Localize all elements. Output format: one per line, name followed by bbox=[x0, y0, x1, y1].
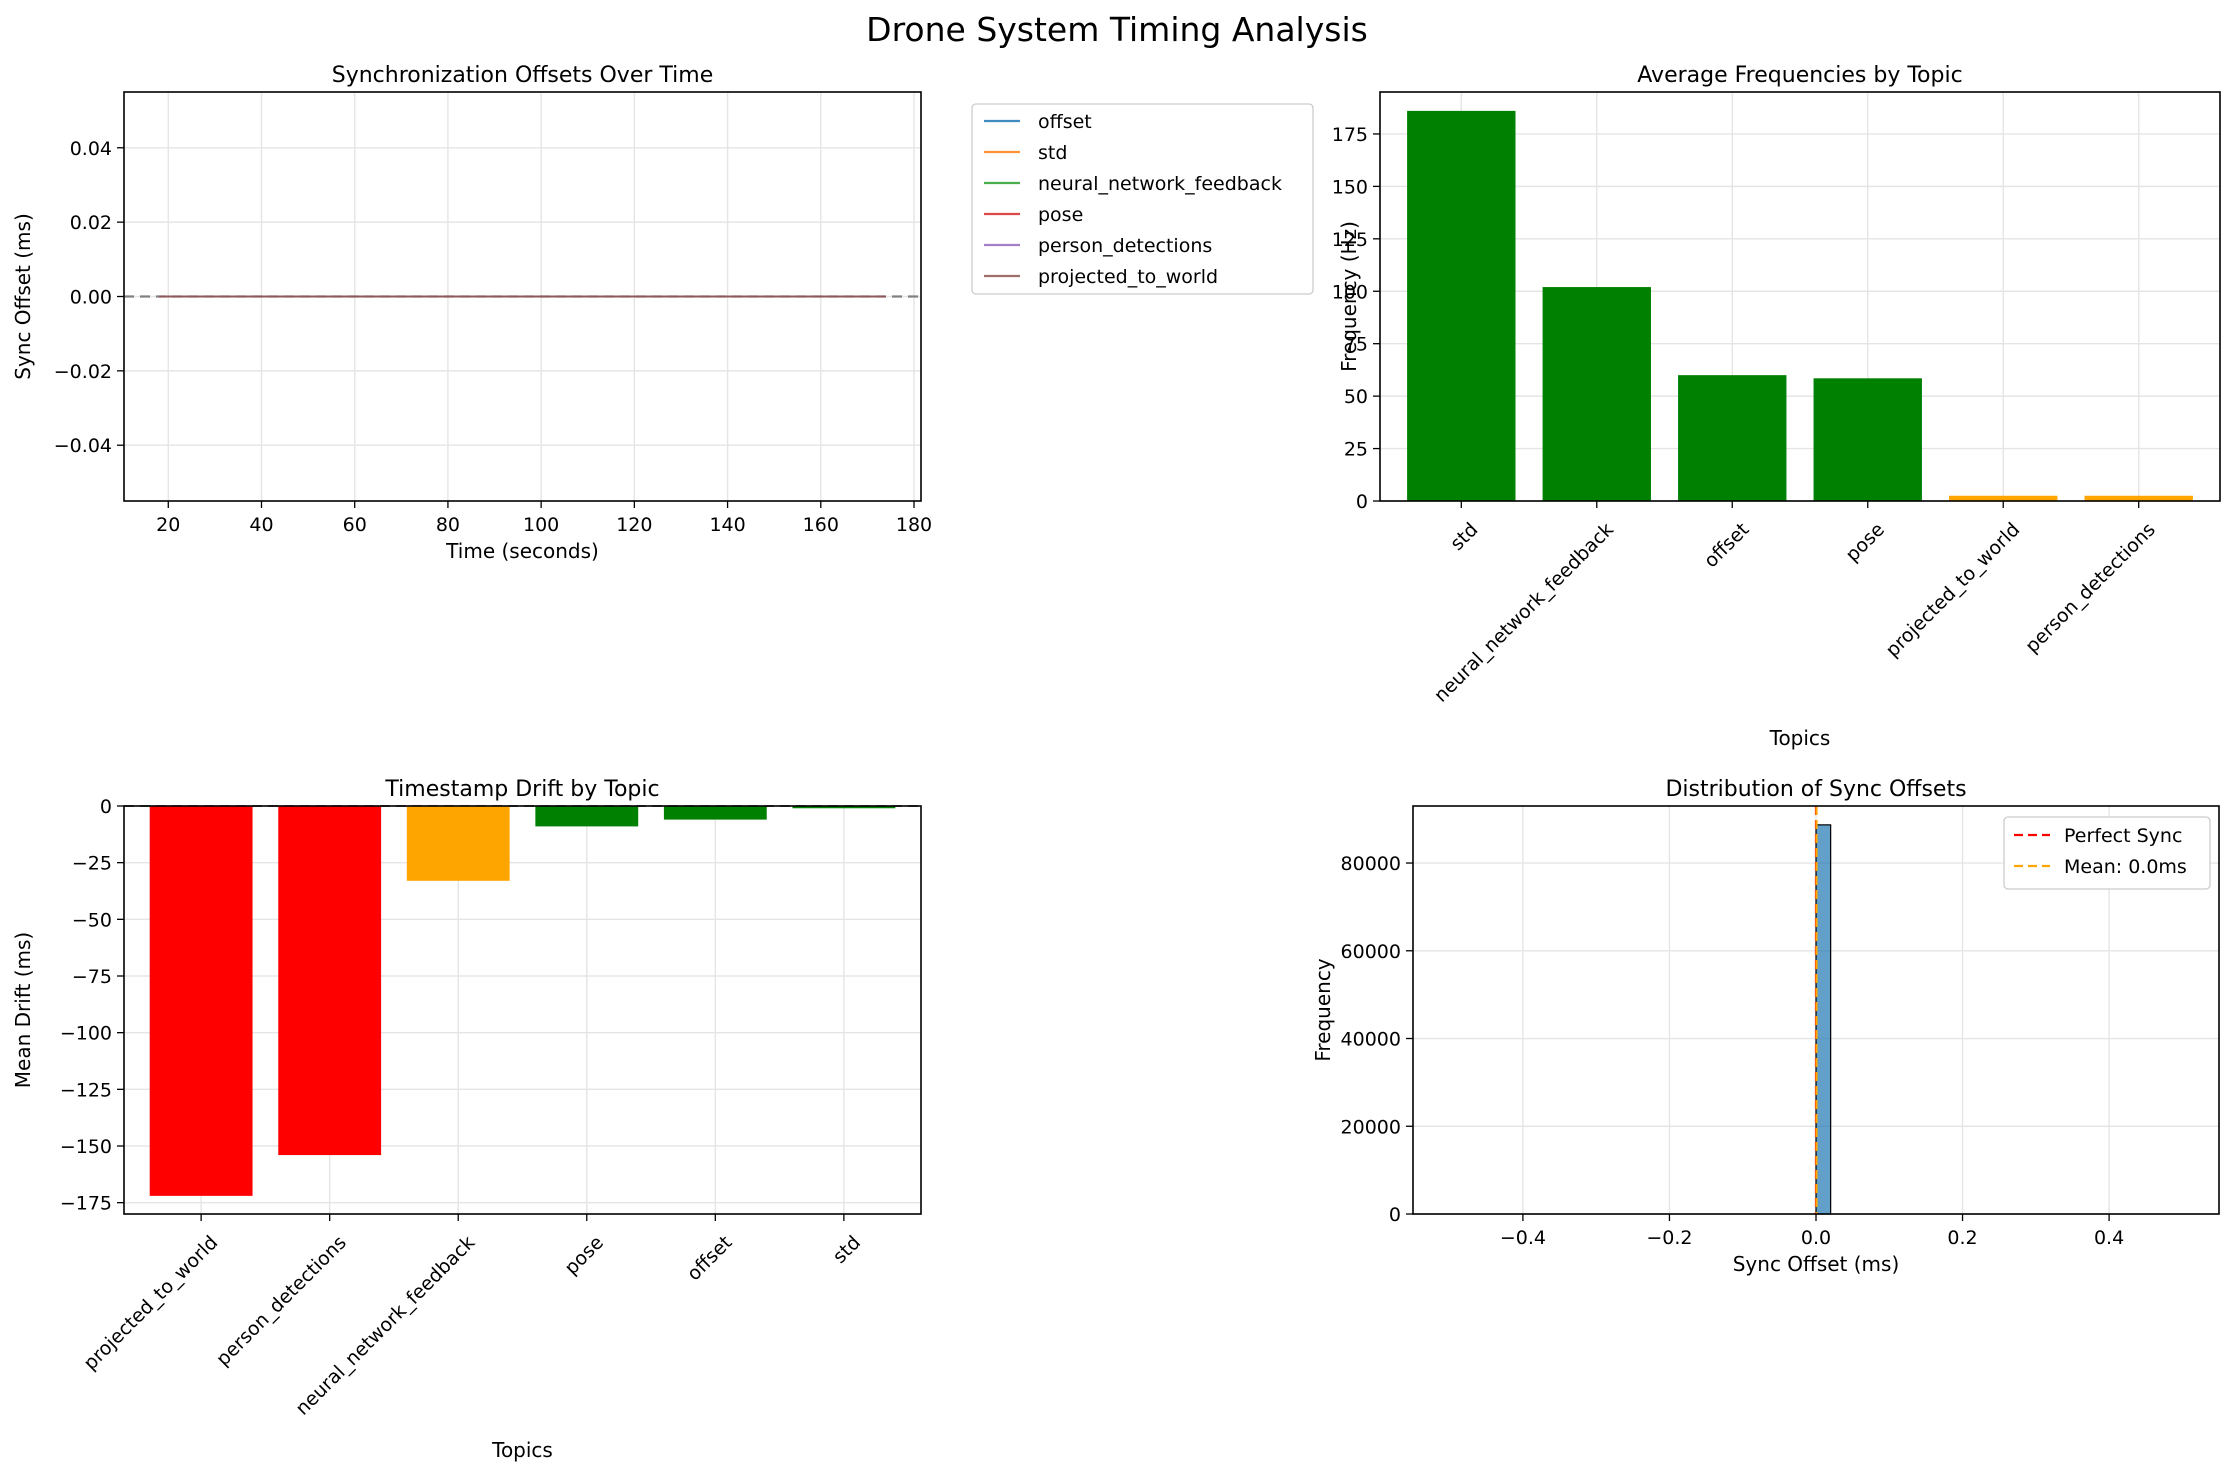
x-tick-label: 160 bbox=[803, 514, 839, 536]
chart-title: Timestamp Drift by Topic bbox=[384, 777, 659, 802]
y-tick-label: −75 bbox=[72, 966, 112, 988]
legend-label: Perfect Sync bbox=[2064, 825, 2182, 847]
legend-box bbox=[2003, 816, 2211, 890]
bar bbox=[1678, 375, 1787, 501]
x-tick-label: 100 bbox=[523, 514, 559, 536]
histogram-bin bbox=[1815, 824, 1832, 1215]
legend-label: neural_network_feedback bbox=[1038, 173, 1282, 195]
axes-frame bbox=[123, 91, 922, 502]
y-tick-label: 75 bbox=[1344, 334, 1368, 356]
bar bbox=[1407, 110, 1516, 501]
y-tick-label: 100 bbox=[1332, 281, 1368, 303]
x-tick-label: 0.4 bbox=[2094, 1227, 2124, 1249]
legend-label: person_detections bbox=[1038, 235, 1212, 257]
y-tick-label: 0 bbox=[100, 796, 112, 818]
bar bbox=[2084, 495, 2193, 501]
x-tick-label: 0.2 bbox=[1947, 1227, 1977, 1249]
bar bbox=[1542, 287, 1651, 501]
bar bbox=[663, 806, 767, 820]
y-tick-label: 150 bbox=[1332, 176, 1368, 198]
bar bbox=[1949, 495, 2058, 501]
x-tick-label: −0.4 bbox=[1500, 1227, 1546, 1249]
bar bbox=[792, 806, 896, 809]
legend-box bbox=[971, 103, 1314, 295]
y-axis-label: Frequency bbox=[1311, 958, 1335, 1061]
y-tick-label: 40000 bbox=[1341, 1029, 1401, 1051]
bar bbox=[535, 806, 639, 827]
legend-label: Mean: 0.0ms bbox=[2064, 856, 2187, 878]
chart-title: Distribution of Sync Offsets bbox=[1665, 777, 1966, 802]
x-tick-label: 0.0 bbox=[1801, 1227, 1831, 1249]
x-axis-label: Time (seconds) bbox=[445, 539, 599, 563]
y-tick-label: 0.00 bbox=[70, 287, 112, 309]
chart-title: Average Frequencies by Topic bbox=[1637, 63, 1962, 88]
x-tick-label: 140 bbox=[709, 514, 745, 536]
y-tick-label: −100 bbox=[60, 1023, 112, 1045]
bar bbox=[278, 806, 382, 1156]
x-axis-label: Sync Offset (ms) bbox=[1733, 1252, 1900, 1276]
bar bbox=[149, 806, 253, 1196]
x-tick-label: 120 bbox=[616, 514, 652, 536]
y-tick-label: −175 bbox=[60, 1193, 112, 1215]
y-tick-label: 0.02 bbox=[70, 212, 112, 234]
chart-title: Synchronization Offsets Over Time bbox=[332, 63, 714, 88]
y-tick-label: 60000 bbox=[1341, 941, 1401, 963]
bar bbox=[1813, 378, 1922, 501]
y-tick-label: −150 bbox=[60, 1136, 112, 1158]
axes-frame bbox=[123, 805, 922, 1215]
legend-label: projected_to_world bbox=[1038, 266, 1218, 288]
x-tick-label: 40 bbox=[249, 514, 273, 536]
y-tick-label: 175 bbox=[1332, 124, 1368, 146]
axes-frame bbox=[1412, 805, 2220, 1215]
chart-distribution: Distribution of Sync Offsets 0 20000 40000 6… bbox=[1311, 777, 2220, 1276]
x-tick-label: 180 bbox=[896, 514, 932, 536]
y-tick-label: 0 bbox=[1389, 1204, 1401, 1226]
y-tick-label: −0.02 bbox=[54, 361, 112, 383]
x-axis-label: Topics bbox=[1769, 726, 1831, 750]
y-tick-label: −0.04 bbox=[54, 435, 112, 457]
y-tick-label: 125 bbox=[1332, 229, 1368, 251]
y-tick-label: 80000 bbox=[1341, 853, 1401, 875]
x-tick-label: 80 bbox=[436, 514, 460, 536]
y-tick-label: −50 bbox=[72, 909, 112, 931]
y-tick-label: 20000 bbox=[1341, 1116, 1401, 1138]
y-tick-label: 0 bbox=[1356, 491, 1368, 513]
x-tick-label: 20 bbox=[156, 514, 180, 536]
y-tick-label: 0.04 bbox=[70, 138, 112, 160]
x-tick-label: 60 bbox=[343, 514, 367, 536]
figure-title: Drone System Timing Analysis bbox=[866, 10, 1368, 49]
y-axis-label: Mean Drift (ms) bbox=[11, 932, 35, 1088]
y-tick-label: −125 bbox=[60, 1079, 112, 1101]
x-tick-label: −0.2 bbox=[1646, 1227, 1692, 1249]
y-tick-label: 50 bbox=[1344, 386, 1368, 408]
axes-frame bbox=[1379, 91, 2221, 502]
legend: Perfect Sync Mean: 0.0ms bbox=[2003, 816, 2211, 890]
x-axis-label: Topics bbox=[491, 1438, 553, 1462]
y-axis-label: Sync Offset (ms) bbox=[11, 213, 35, 380]
legend-label: std bbox=[1038, 142, 1067, 164]
y-tick-label: −25 bbox=[72, 853, 112, 875]
bar bbox=[406, 806, 510, 881]
legend-label: pose bbox=[1038, 204, 1083, 226]
chart-sync-offsets: Synchronization Offsets Over Time −0.04 −0… bbox=[11, 63, 1314, 563]
y-axis-label: Frequency (Hz) bbox=[1337, 221, 1361, 372]
y-tick-label: 25 bbox=[1344, 439, 1368, 461]
legend-label: offset bbox=[1038, 111, 1092, 133]
